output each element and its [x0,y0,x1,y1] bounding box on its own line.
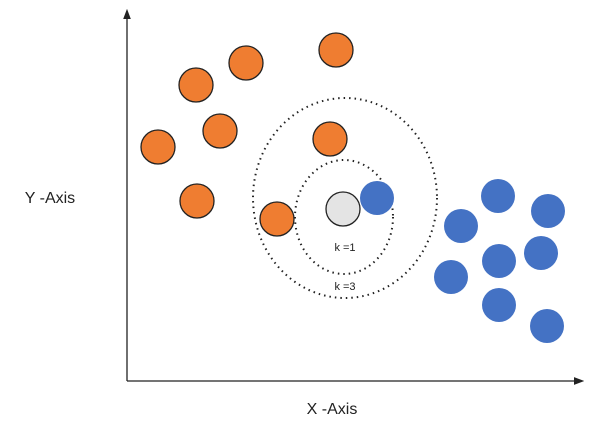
blue-point [482,288,516,322]
orange-point [259,201,295,237]
k1-boundary [294,159,394,275]
orange-point [140,129,176,165]
blue-point [444,209,478,243]
k3-boundary [252,97,438,299]
k1-label: k =1 [334,242,355,254]
orange-point [318,32,354,68]
orange-point [228,45,264,81]
orange-point [179,183,215,219]
blue-point [524,236,558,270]
query-point [325,191,361,227]
y-axis-label: Y -Axis [25,190,75,207]
x-axis-label: X -Axis [307,401,358,418]
blue-points [360,179,565,343]
orange-point [312,121,348,157]
k3-label: k =3 [334,281,355,293]
blue-point [434,260,468,294]
blue-point [360,181,394,215]
blue-point [530,309,564,343]
orange-points [140,32,354,237]
blue-point [481,179,515,213]
orange-point [178,67,214,103]
blue-point [531,194,565,228]
orange-point [202,113,238,149]
blue-point [482,244,516,278]
